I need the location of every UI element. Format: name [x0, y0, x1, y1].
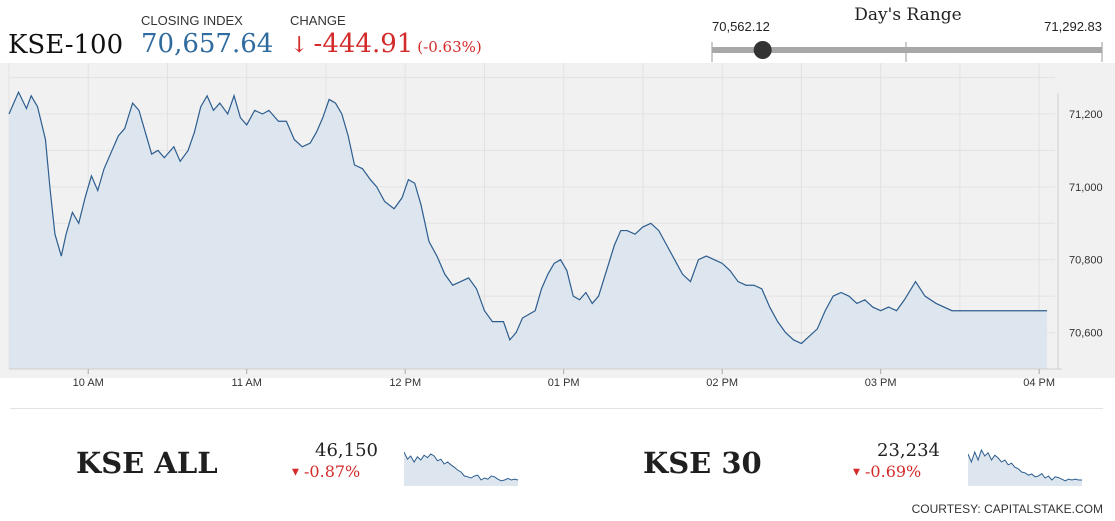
kse100-intraday-chart: 71,200 71,000 70,800 70,600 10 AM 11 AM 12 PM 0… [8, 63, 1103, 389]
change-value: -444.91 [313, 29, 414, 59]
x-tick-label: 10 AM [73, 377, 104, 389]
sparkline-line [968, 448, 1082, 482]
index-name: KSE-100 [8, 30, 124, 60]
closing-index-label: CLOSING INDEX [141, 13, 243, 28]
sparkline-area [968, 450, 1082, 486]
days-range-title: Day's Range [854, 5, 962, 25]
range-track [712, 47, 1102, 53]
ticker-kse-all-sparkline [404, 451, 518, 486]
y-tick-label: 71,000 [1069, 182, 1103, 194]
x-tick-label: 02 PM [706, 377, 738, 389]
y-tick-label: 70,800 [1069, 255, 1103, 267]
ticker-kse30-change-row: ▼ -0.69% [853, 462, 921, 481]
closing-index-value: 70,657.64 [141, 29, 274, 59]
ticker-kse-all-change: -0.87% [304, 462, 361, 481]
x-tick-label: 01 PM [548, 377, 580, 389]
ticker-kse30-sparkline [968, 448, 1082, 486]
days-range-low: 70,562.12 [712, 19, 770, 34]
ticker-kse30-name: KSE 30 [643, 446, 762, 480]
courtesy-credit: COURTESY: CAPITALSTAKE.COM [911, 502, 1103, 516]
ticker-kse30-value: 23,234 [877, 440, 940, 461]
change-row: ↓ -444.91 (-0.63%) [290, 29, 482, 59]
change-label: CHANGE [290, 13, 346, 28]
x-tick-label: 11 AM [232, 377, 262, 389]
ticker-kse30-change: -0.69% [865, 462, 922, 481]
series-area-fill [9, 92, 1048, 369]
triangle-down-icon: ▼ [292, 467, 299, 478]
days-range-high: 71,292.83 [1044, 19, 1102, 34]
range-current-marker [753, 41, 772, 59]
sparkline-area [404, 452, 518, 486]
section-divider [10, 408, 1103, 409]
change-percent: (-0.63%) [417, 38, 482, 56]
ticker-kse-all-name: KSE ALL [76, 446, 218, 480]
ticker-kse-all-value: 46,150 [315, 440, 378, 461]
x-tick-label: 12 PM [389, 377, 421, 389]
sparkline-line [404, 451, 518, 482]
triangle-down-icon: ▼ [853, 467, 860, 478]
arrow-down-icon: ↓ [290, 33, 309, 58]
x-tick-label: 03 PM [865, 377, 897, 389]
y-tick-label: 71,200 [1069, 109, 1103, 121]
series-line [8, 90, 1048, 345]
days-range-slider [711, 41, 1103, 62]
x-tick-label: 04 PM [1023, 377, 1055, 389]
y-tick-label: 70,600 [1069, 328, 1103, 340]
ticker-kse-all-change-row: ▼ -0.87% [292, 462, 360, 481]
